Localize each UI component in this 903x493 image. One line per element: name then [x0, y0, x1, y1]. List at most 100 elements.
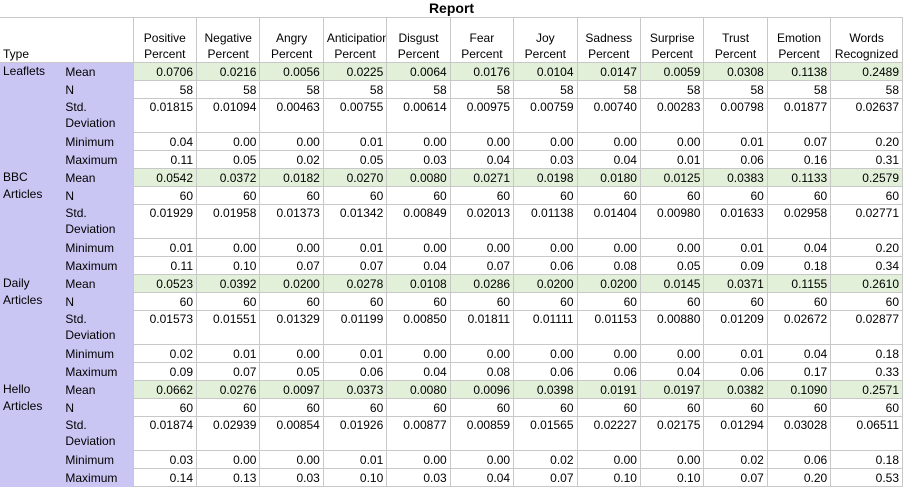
- value-cell: 0.03: [132, 450, 198, 469]
- table-row: Maximum 0.14 0.13 0.03 0.10 0.03 0.04 0.07 0.10 0…: [0, 468, 903, 487]
- value-cell: 0.00755: [322, 98, 388, 133]
- value-cell: 0.00740: [576, 98, 641, 133]
- value-cell: 60: [830, 398, 903, 417]
- value-cell: 0.00: [259, 238, 324, 257]
- table-row: N 60 60 60 60 60 60 60 60 60 60 60 60: [0, 292, 903, 311]
- value-cell: 0.0198: [513, 168, 578, 187]
- value-cell: 0.0147: [576, 62, 641, 81]
- value-cell: 0.00: [195, 450, 261, 469]
- value-cell: 60: [766, 292, 832, 311]
- value-cell: 0.0270: [322, 168, 388, 187]
- value-cell: 0.01: [322, 132, 388, 151]
- value-cell: 0.00283: [639, 98, 705, 133]
- stat-label: Maximum: [62, 468, 134, 487]
- value-cell: 0.02175: [639, 416, 705, 451]
- value-cell: 60: [513, 398, 578, 417]
- value-cell: 0.16: [766, 150, 832, 169]
- value-cell: 0.01551: [195, 310, 261, 345]
- value-cell: 0.0278: [322, 274, 388, 293]
- value-cell: 0.00: [449, 344, 515, 363]
- value-cell: 0.0271: [449, 168, 515, 187]
- value-cell: 0.0200: [576, 274, 641, 293]
- value-cell: 0.02771: [830, 204, 903, 239]
- stat-label: N: [62, 398, 134, 417]
- value-cell: 60: [322, 398, 388, 417]
- value-cell: 0.0706: [132, 62, 198, 81]
- stat-label: Std. Deviation: [62, 98, 134, 133]
- value-cell: 0.0308: [703, 62, 768, 81]
- value-cell: 0.09: [703, 256, 768, 275]
- col-header: Emotion Percent: [766, 17, 832, 63]
- group-label: Daily Articles: [0, 274, 63, 381]
- value-cell: 60: [322, 186, 388, 205]
- value-cell: 0.01633: [703, 204, 768, 239]
- value-cell: 0.03028: [766, 416, 832, 451]
- value-cell: 0.33: [830, 362, 903, 381]
- value-cell: 0.06: [322, 362, 388, 381]
- col-header: Negative Percent: [195, 17, 261, 63]
- value-cell: 0.06: [513, 256, 578, 275]
- value-cell: 0.1090: [766, 380, 832, 399]
- value-cell: 0.01: [639, 150, 705, 169]
- stat-label: Minimum: [62, 132, 134, 151]
- value-cell: 0.00: [639, 132, 705, 151]
- value-cell: 0.03: [513, 150, 578, 169]
- col-header: Angry Percent: [259, 17, 324, 63]
- value-cell: 60: [259, 186, 324, 205]
- value-cell: 0.01: [703, 238, 768, 257]
- value-cell: 0.01209: [703, 310, 768, 345]
- value-cell: 0.00975: [449, 98, 515, 133]
- value-cell: 0.0176: [449, 62, 515, 81]
- value-cell: 0.0200: [259, 274, 324, 293]
- value-cell: 0.05: [322, 150, 388, 169]
- value-cell: 0.00: [513, 132, 578, 151]
- value-cell: 0.0080: [386, 380, 451, 399]
- value-cell: 0.11: [132, 150, 198, 169]
- value-cell: 0.01: [703, 344, 768, 363]
- table-row: Leaflets Mean 0.0706 0.0216 0.0056 0.0225 0.00…: [0, 62, 903, 169]
- value-cell: 60: [132, 398, 198, 417]
- value-cell: 0.07: [513, 468, 578, 487]
- value-cell: 60: [639, 292, 705, 311]
- value-cell: 0.02: [132, 344, 198, 363]
- value-cell: 0.02877: [830, 310, 903, 345]
- value-cell: 60: [576, 186, 641, 205]
- value-cell: 0.0145: [639, 274, 705, 293]
- value-cell: 0.00: [449, 450, 515, 469]
- value-cell: 0.01329: [259, 310, 324, 345]
- stat-label: N: [62, 292, 134, 311]
- value-cell: 0.00: [386, 344, 451, 363]
- value-cell: 0.06: [703, 150, 768, 169]
- value-cell: 0.0276: [195, 380, 261, 399]
- value-cell: 0.04: [449, 150, 515, 169]
- value-cell: 0.0096: [449, 380, 515, 399]
- stat-label: Std. Deviation: [62, 204, 134, 239]
- value-cell: 60: [766, 398, 832, 417]
- value-cell: 0.00: [576, 344, 641, 363]
- value-cell: 60: [322, 292, 388, 311]
- value-cell: 0.20: [766, 468, 832, 487]
- table-row: N 60 60 60 60 60 60 60 60 60 60 60 60: [0, 398, 903, 417]
- value-cell: 0.0371: [703, 274, 768, 293]
- value-cell: 0.00: [449, 238, 515, 257]
- stat-label: N: [62, 186, 134, 205]
- value-cell: 0.00: [195, 238, 261, 257]
- value-cell: 58: [259, 80, 324, 99]
- value-cell: 60: [259, 398, 324, 417]
- stat-label: Maximum: [62, 256, 134, 275]
- value-cell: 58: [132, 80, 198, 99]
- value-cell: 0.00877: [386, 416, 451, 451]
- value-cell: 0.00980: [639, 204, 705, 239]
- value-cell: 0.01: [132, 238, 198, 257]
- value-cell: 0.03: [259, 468, 324, 487]
- value-cell: 0.2610: [830, 274, 903, 293]
- value-cell: 0.01404: [576, 204, 641, 239]
- value-cell: 0.00463: [259, 98, 324, 133]
- col-header: Anticipation Percent: [322, 17, 388, 63]
- value-cell: 60: [449, 292, 515, 311]
- value-cell: 0.2489: [830, 62, 903, 81]
- value-cell: 0.20: [830, 132, 903, 151]
- value-cell: 0.07: [259, 256, 324, 275]
- value-cell: 0.0059: [639, 62, 705, 81]
- value-cell: 0.0125: [639, 168, 705, 187]
